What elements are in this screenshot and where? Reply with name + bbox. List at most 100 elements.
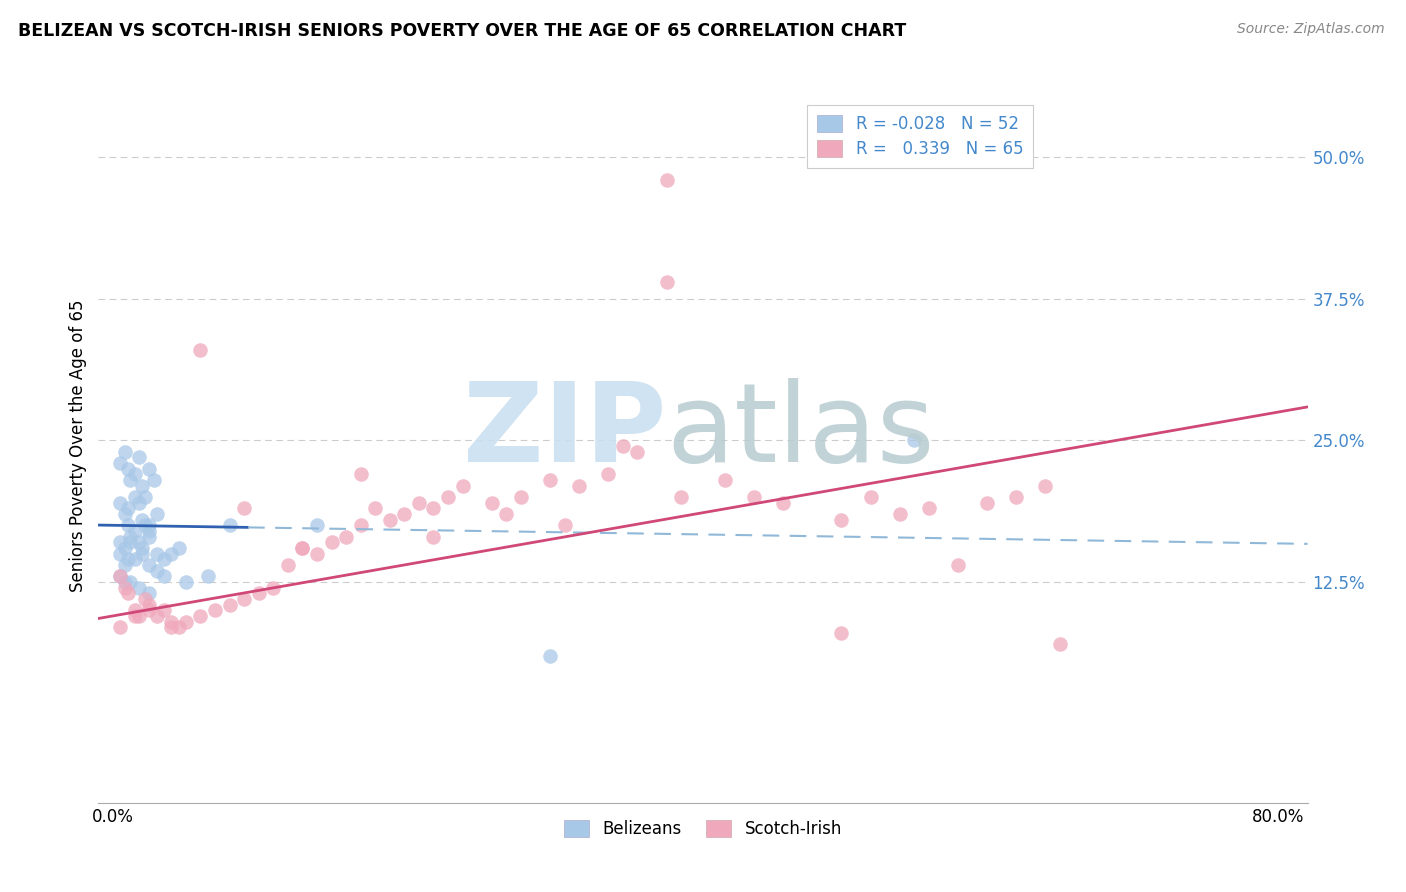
Point	[153, 603, 176, 617]
Point	[138, 518, 160, 533]
Point	[117, 501, 139, 516]
Point	[277, 558, 299, 572]
Point	[117, 461, 139, 475]
Legend: Belizeans, Scotch-Irish: Belizeans, Scotch-Irish	[557, 813, 849, 845]
Point	[946, 558, 969, 572]
Text: BELIZEAN VS SCOTCH-IRISH SENIORS POVERTY OVER THE AGE OF 65 CORRELATION CHART: BELIZEAN VS SCOTCH-IRISH SENIORS POVERTY…	[18, 22, 907, 40]
Point	[174, 574, 197, 589]
Y-axis label: Seniors Poverty Over the Age of 65: Seniors Poverty Over the Age of 65	[69, 300, 87, 592]
Point	[153, 569, 176, 583]
Point	[114, 507, 136, 521]
Point	[142, 473, 165, 487]
Point	[138, 558, 160, 572]
Point	[714, 473, 737, 487]
Point	[976, 495, 998, 509]
Point	[138, 603, 160, 617]
Point	[134, 591, 156, 606]
Point	[124, 552, 146, 566]
Point	[830, 513, 852, 527]
Point	[124, 524, 146, 538]
Point	[110, 569, 132, 583]
Point	[859, 490, 882, 504]
Point	[903, 434, 925, 448]
Point	[120, 535, 142, 549]
Point	[131, 547, 153, 561]
Point	[110, 456, 132, 470]
Point	[1049, 637, 1071, 651]
Point	[110, 535, 132, 549]
Point	[481, 495, 503, 509]
Point	[669, 490, 692, 504]
Point	[350, 518, 373, 533]
Point	[138, 461, 160, 475]
Point	[124, 490, 146, 504]
Point	[291, 541, 314, 555]
Point	[117, 552, 139, 566]
Point	[110, 620, 132, 634]
Point	[145, 507, 167, 521]
Point	[889, 507, 911, 521]
Point	[204, 603, 226, 617]
Text: Source: ZipAtlas.com: Source: ZipAtlas.com	[1237, 22, 1385, 37]
Point	[138, 524, 160, 538]
Point	[138, 586, 160, 600]
Point	[305, 547, 328, 561]
Point	[134, 490, 156, 504]
Point	[378, 513, 401, 527]
Point	[160, 620, 183, 634]
Point	[218, 598, 240, 612]
Point	[131, 541, 153, 555]
Point	[110, 495, 132, 509]
Point	[114, 444, 136, 458]
Point	[437, 490, 460, 504]
Point	[233, 591, 256, 606]
Point	[612, 439, 634, 453]
Point	[167, 620, 190, 634]
Point	[131, 478, 153, 492]
Point	[1033, 478, 1056, 492]
Point	[128, 450, 150, 465]
Point	[114, 541, 136, 555]
Point	[120, 530, 142, 544]
Point	[145, 608, 167, 623]
Point	[830, 626, 852, 640]
Point	[138, 530, 160, 544]
Point	[128, 608, 150, 623]
Point	[117, 518, 139, 533]
Point	[153, 552, 176, 566]
Point	[145, 564, 167, 578]
Point	[110, 547, 132, 561]
Point	[1005, 490, 1028, 504]
Point	[160, 615, 183, 629]
Point	[114, 574, 136, 589]
Point	[145, 547, 167, 561]
Point	[495, 507, 517, 521]
Point	[422, 501, 444, 516]
Point	[655, 173, 678, 187]
Point	[321, 535, 343, 549]
Text: ZIP: ZIP	[464, 378, 666, 485]
Point	[233, 501, 256, 516]
Point	[335, 530, 357, 544]
Point	[538, 648, 561, 663]
Point	[305, 518, 328, 533]
Point	[128, 495, 150, 509]
Point	[918, 501, 941, 516]
Point	[190, 343, 212, 357]
Point	[451, 478, 474, 492]
Point	[655, 275, 678, 289]
Point	[626, 444, 648, 458]
Point	[124, 608, 146, 623]
Point	[190, 608, 212, 623]
Point	[394, 507, 416, 521]
Point	[218, 518, 240, 533]
Point	[568, 478, 591, 492]
Point	[742, 490, 765, 504]
Point	[160, 547, 183, 561]
Point	[117, 586, 139, 600]
Point	[247, 586, 270, 600]
Point	[124, 603, 146, 617]
Point	[128, 581, 150, 595]
Point	[131, 513, 153, 527]
Point	[554, 518, 576, 533]
